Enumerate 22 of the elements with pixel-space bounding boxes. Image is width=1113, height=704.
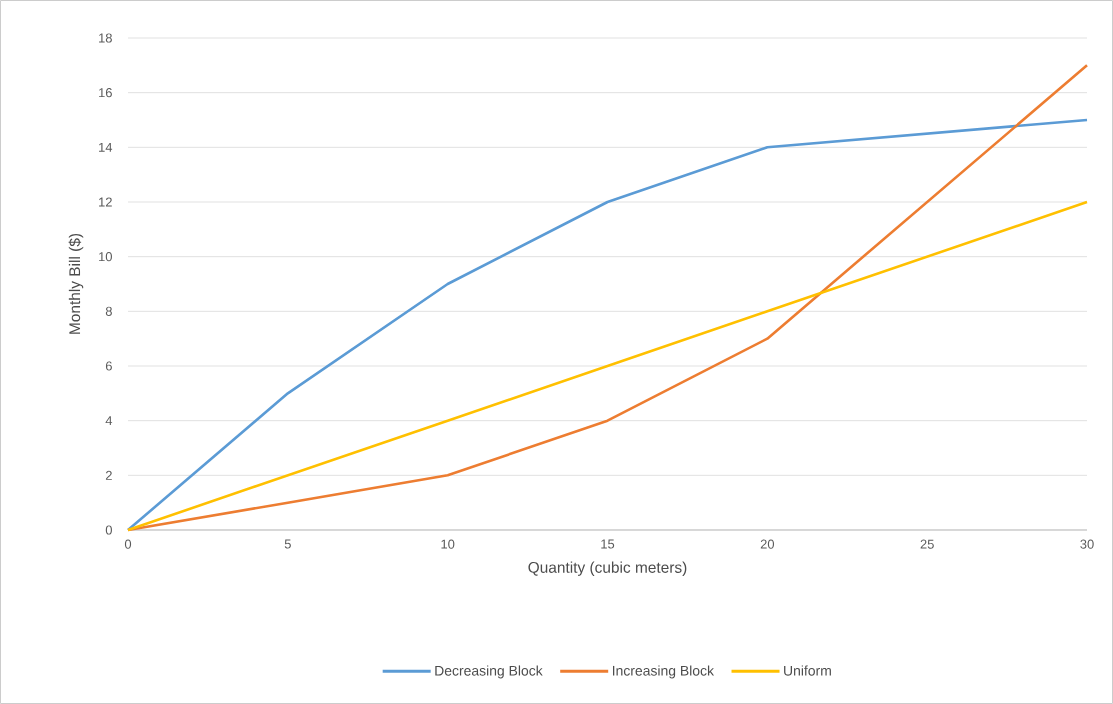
x-tick-label: 20 bbox=[760, 539, 775, 549]
y-axis-title: Monthly Bill ($) bbox=[68, 233, 84, 334]
y-tick-label: 14 bbox=[99, 142, 113, 152]
y-tick-label: 10 bbox=[99, 252, 112, 262]
x-tick-label: 10 bbox=[441, 539, 455, 549]
y-tick-label: 0 bbox=[105, 525, 112, 535]
y-tick-label: 4 bbox=[105, 416, 113, 426]
legend-label: Uniform bbox=[784, 665, 831, 676]
x-tick-label: 30 bbox=[1080, 539, 1094, 549]
x-tick-label: 0 bbox=[124, 539, 132, 549]
x-tick-label: 5 bbox=[284, 539, 291, 549]
legend-label: Increasing Block bbox=[612, 665, 715, 679]
x-tick-label: 25 bbox=[920, 539, 934, 549]
x-tick-label: 15 bbox=[601, 539, 615, 549]
y-tick-label: 18 bbox=[99, 33, 112, 43]
y-tick-label: 6 bbox=[105, 361, 112, 371]
y-tick-label: 8 bbox=[105, 306, 112, 316]
y-tick-label: 2 bbox=[105, 470, 112, 480]
y-tick-label: 16 bbox=[99, 88, 112, 98]
x-axis-title: Quantity (cubic meters) bbox=[528, 561, 687, 576]
legend-label: Decreasing Block bbox=[435, 665, 543, 679]
y-tick-label: 12 bbox=[99, 197, 112, 207]
